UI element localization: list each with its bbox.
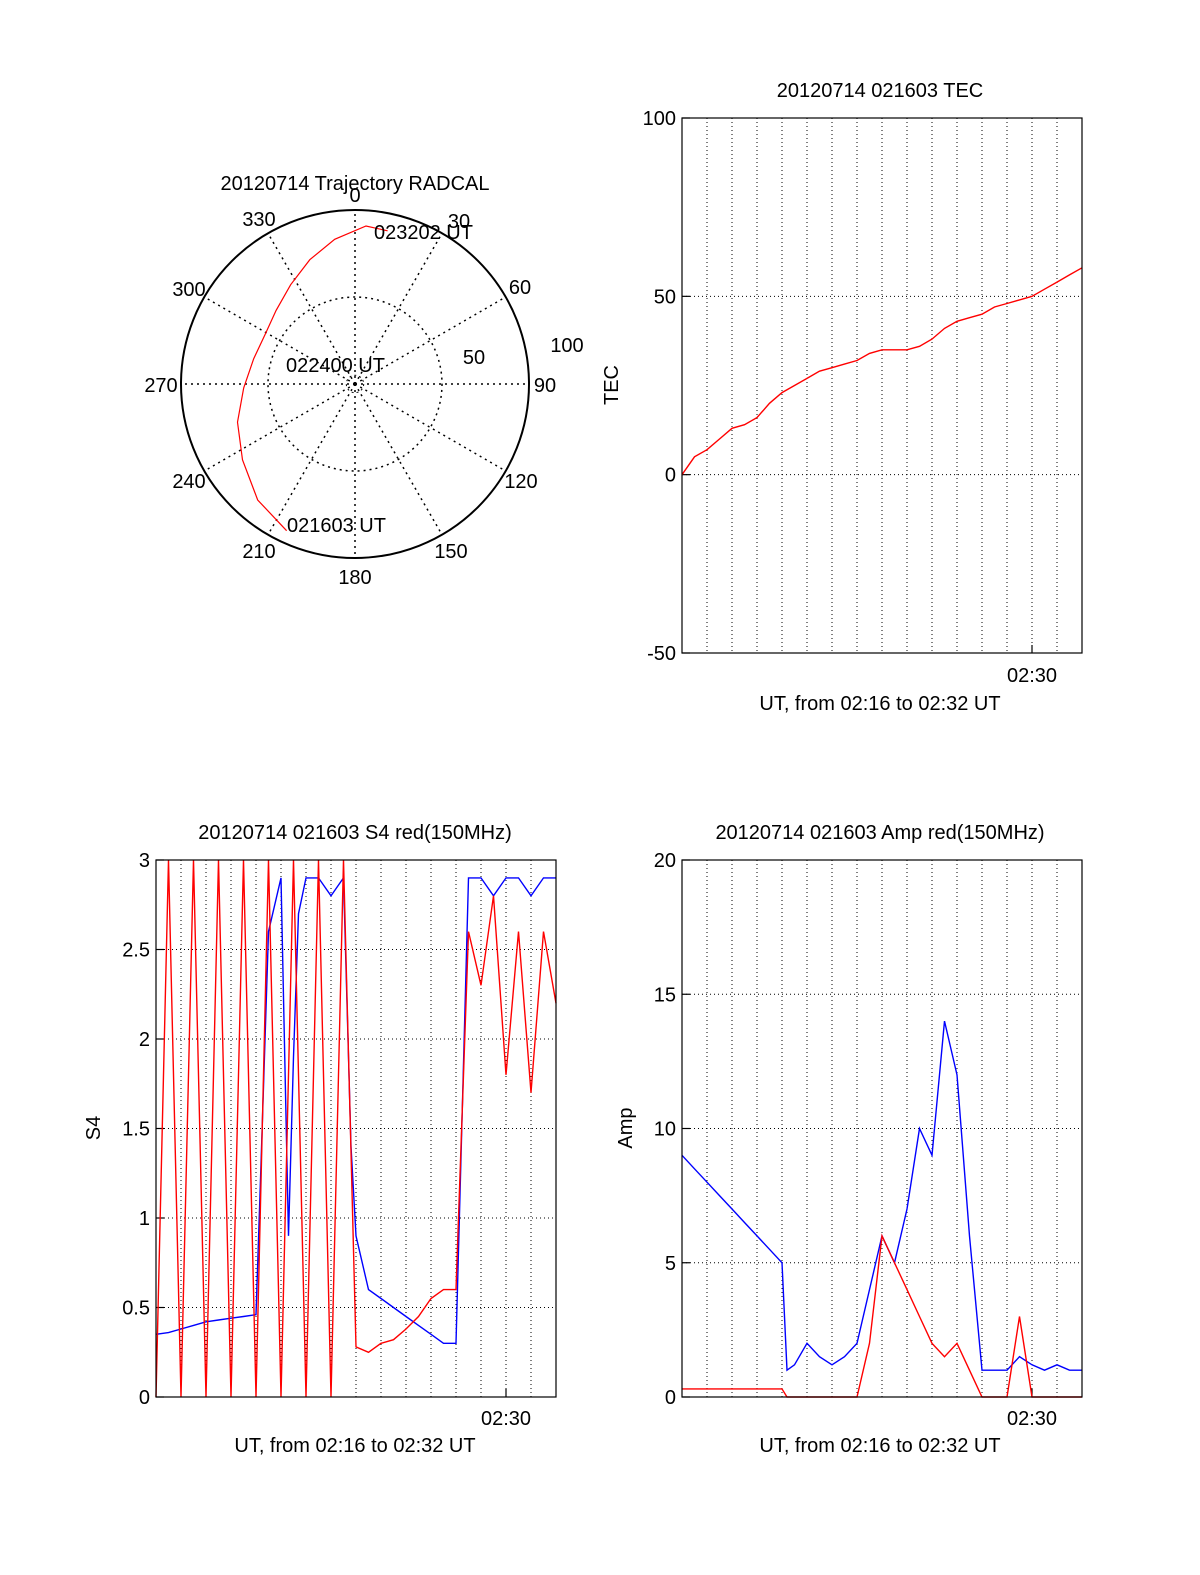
amp-ytick-label: 5	[665, 1253, 676, 1275]
s4-xtick-label: 02:30	[481, 1408, 531, 1430]
tec-ytick-label: 50	[654, 286, 676, 308]
polar-spoke	[354, 383, 443, 536]
amp-ytick-label: 20	[654, 850, 676, 872]
trajectory-track-line	[236, 225, 388, 532]
polar-angle-label-0: 0	[349, 185, 360, 207]
tec-xlabel: UT, from 02:16 to 02:32 UT	[759, 693, 1000, 715]
polar-angle-label-30: 30	[448, 211, 470, 233]
polar-spoke	[354, 383, 507, 472]
polar-angle-label-210: 210	[242, 541, 275, 563]
track-mid-label: 022400 UT	[286, 355, 385, 377]
polar-angle-label-120: 120	[504, 471, 537, 493]
tec-ytick-label: 100	[643, 108, 676, 130]
polar-angle-label-270: 270	[144, 375, 177, 397]
s4-ytick-label: 1	[139, 1208, 150, 1230]
polar-radial-label-50: 50	[463, 347, 485, 369]
s4-ytick-label: 0.5	[122, 1298, 150, 1320]
polar-angle-label-90: 90	[534, 375, 556, 397]
polar-angle-labels: 0 30 60 90 120 150 180 210 240 270 300 330	[144, 185, 556, 589]
amp-ytick-label: 10	[654, 1119, 676, 1141]
tec-series-red	[681, 267, 1083, 476]
tec-series	[681, 267, 1083, 476]
track-end-label: 023202 UT	[374, 222, 473, 244]
s4-grid	[156, 859, 556, 1398]
s4-title: 20120714 021603 S4 red(150MHz)	[198, 822, 512, 844]
polar-angle-label-300: 300	[172, 279, 205, 301]
s4-ytick-label: 1.5	[122, 1119, 150, 1141]
amp-ylabel: Amp	[615, 1107, 637, 1148]
amp-ytick-label: 15	[654, 984, 676, 1006]
s4-series	[155, 859, 557, 1398]
polar-angle-label-240: 240	[172, 471, 205, 493]
s4-ytick-label: 3	[139, 850, 150, 872]
tec-plot-frame	[681, 117, 1083, 654]
amp-xlabel: UT, from 02:16 to 02:32 UT	[759, 1435, 1000, 1457]
polar-spoke	[354, 296, 507, 385]
polar-angle-label-60: 60	[509, 277, 531, 299]
trajectory-polar-panel: 20120714 Trajectory RADCAL 0 30 60 90 120 150…	[144, 173, 583, 589]
polar-radial-label-100: 100	[550, 335, 583, 357]
amp-series-blue	[681, 1020, 1082, 1372]
s4-xlabel: UT, from 02:16 to 02:32 UT	[234, 1435, 475, 1457]
tec-panel: 20120714 021603 TEC UT, from 02:16 to 02…	[601, 80, 1083, 715]
tec-xtick-label: 02:30	[1007, 665, 1057, 687]
tec-grid	[682, 117, 1082, 654]
polar-ring-center	[345, 374, 365, 394]
amp-ytick-label: 0	[665, 1387, 676, 1409]
s4-ytick-label: 2.5	[122, 940, 150, 962]
polar-angle-label-330: 330	[242, 209, 275, 231]
polar-spoke	[267, 232, 356, 385]
s4-ytick-label: 2	[139, 1029, 150, 1051]
amp-xtick-label: 02:30	[1007, 1408, 1057, 1430]
s4-ytick-label: 0	[139, 1387, 150, 1409]
tec-ytick-label: -50	[647, 643, 676, 665]
s4-plot-frame	[155, 859, 557, 1398]
amp-panel: 20120714 021603 Amp red(150MHz) UT, from…	[615, 822, 1083, 1457]
polar-spoke	[203, 383, 356, 472]
tec-yticks: -50 0 50 100	[643, 108, 1033, 665]
amp-yticks: 0 5 10 15 20	[654, 850, 1033, 1409]
track-start-label: 021603 UT	[287, 515, 386, 537]
s4-ylabel: S4	[83, 1116, 105, 1140]
trajectory-title: 20120714 Trajectory RADCAL	[220, 173, 489, 195]
tec-ytick-label: 0	[665, 465, 676, 487]
polar-outer-circle	[180, 209, 530, 559]
polar-angle-label-180: 180	[338, 567, 371, 589]
tec-ylabel: TEC	[601, 365, 623, 405]
s4-yticks: 0 0.5 1 1.5 2 2.5 3	[122, 850, 507, 1409]
s4-panel: 20120714 021603 S4 red(150MHz) UT, from …	[83, 822, 557, 1457]
polar-spoke	[267, 383, 356, 536]
polar-ring-50	[267, 296, 443, 472]
polar-angle-label-150: 150	[434, 541, 467, 563]
polar-grid	[181, 210, 529, 558]
polar-spoke	[354, 232, 443, 385]
amp-plot-frame	[681, 859, 1083, 1398]
amp-grid	[682, 859, 1082, 1398]
s4-series-red	[155, 859, 557, 1398]
tec-title: 20120714 021603 TEC	[777, 80, 983, 102]
amp-title: 20120714 021603 Amp red(150MHz)	[715, 822, 1044, 844]
polar-spoke	[203, 296, 356, 385]
